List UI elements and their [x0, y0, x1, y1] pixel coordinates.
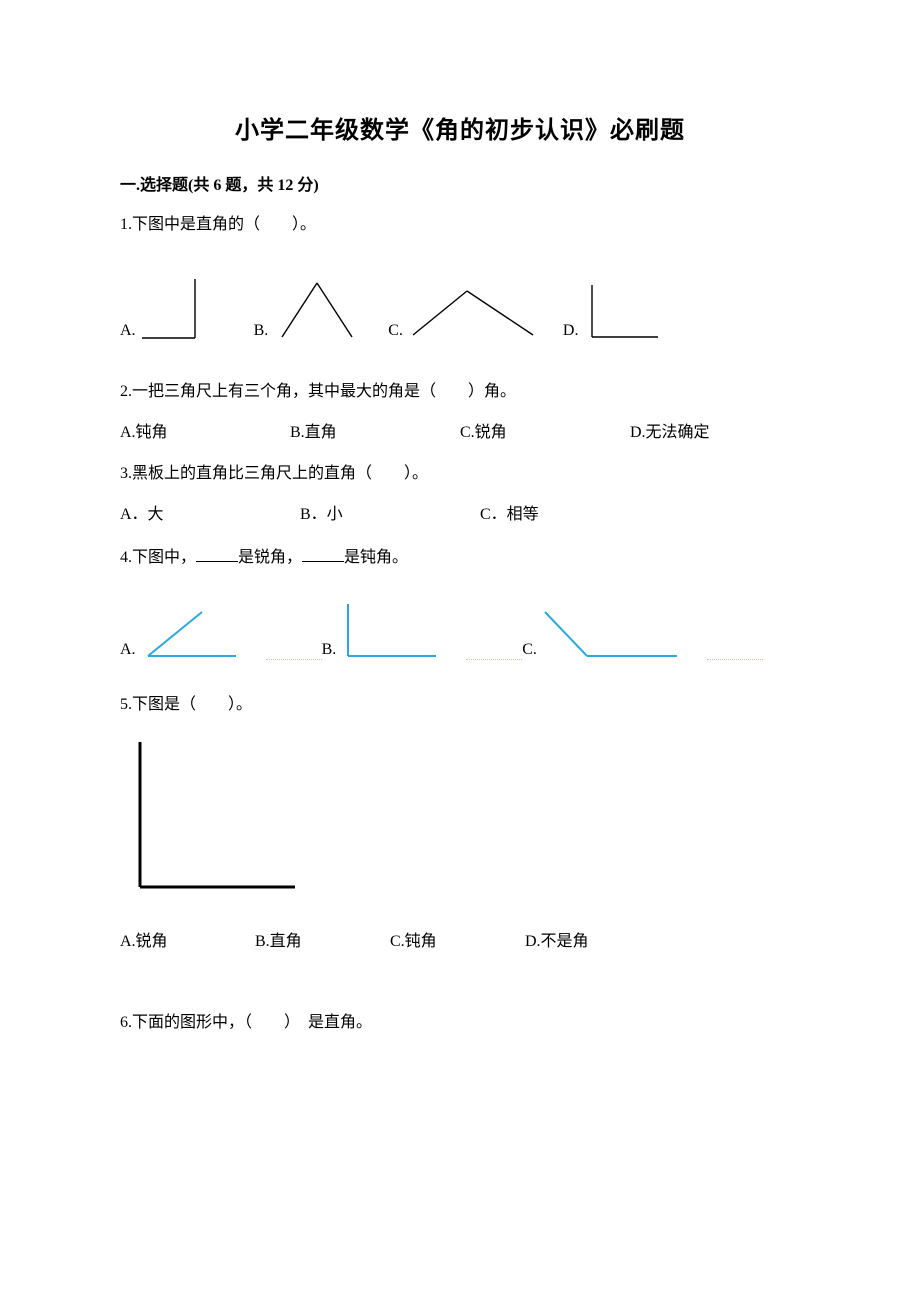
section-header: 一.选择题(共 6 题，共 12 分)	[120, 171, 800, 195]
q5-options: A.锐角 B.直角 C.钝角 D.不是角	[120, 927, 800, 951]
q5-opt-b: B.直角	[255, 927, 390, 951]
dashed-line-icon	[707, 659, 763, 661]
q1-figure-a	[140, 277, 228, 344]
q2-opt-d: D.无法确定	[630, 418, 800, 442]
q4-seg-b: B.	[322, 600, 467, 663]
q5-text: 5.下图是（ ）。	[120, 693, 800, 717]
q4-blank-1	[196, 547, 238, 562]
q1-options: A. B. C. D.	[120, 277, 800, 344]
page: 小学二年级数学《角的初步认识》必刷题 一.选择题(共 6 题，共 12 分) 1…	[0, 0, 920, 1109]
q1-label-b: B.	[254, 322, 269, 344]
q5-opt-d: D.不是角	[525, 927, 660, 951]
q1-label-c: C.	[388, 322, 403, 344]
q3-opt-c: C．相等	[480, 500, 660, 524]
q1-figure-b	[272, 279, 362, 344]
q3-options: A．大 B．小 C．相等	[120, 500, 800, 524]
q5-opt-c: C.钝角	[390, 927, 525, 951]
q4-label-a: A.	[120, 641, 136, 663]
dashed-line-icon	[266, 659, 322, 661]
q4-text-suffix: 是钝角。	[344, 549, 408, 566]
q4-text: 4.下图中， 是锐角， 是钝角。	[120, 546, 800, 570]
q6-text: 6.下面的图形中，（ ） 是直角。	[120, 1011, 800, 1035]
dashed-line-icon	[466, 659, 522, 661]
q5-figure	[120, 737, 800, 897]
q4-blank-2	[302, 547, 344, 562]
q5-opt-a: A.锐角	[120, 927, 255, 951]
q3-opt-b: B．小	[300, 500, 480, 524]
q1-label-d: D.	[563, 322, 579, 344]
q4-figure-b	[340, 600, 440, 663]
q1-figure-d	[582, 283, 662, 344]
q4-text-prefix: 4.下图中，	[120, 549, 196, 566]
q4-figure-c	[541, 606, 681, 663]
q4-label-b: B.	[322, 641, 337, 663]
q2-opt-b: B.直角	[290, 418, 460, 442]
q3-text: 3.黑板上的直角比三角尺上的直角（ ）。	[120, 462, 800, 486]
q2-opt-a: A.钝角	[120, 418, 290, 442]
q2-text: 2.一把三角尺上有三个角，其中最大的角是（ ）角。	[120, 380, 800, 404]
page-title: 小学二年级数学《角的初步认识》必刷题	[120, 110, 800, 145]
q1-label-a: A.	[120, 322, 136, 344]
q2-opt-c: C.锐角	[460, 418, 630, 442]
q4-seg-c: C.	[522, 606, 707, 663]
q4-label-c: C.	[522, 641, 537, 663]
q1-figure-c	[407, 287, 537, 344]
q4-options: A. B. C.	[120, 600, 840, 663]
q4-figure-a	[140, 606, 240, 663]
q4-text-mid: 是锐角，	[238, 549, 302, 566]
q1-text: 1.下图中是直角的（ ）。	[120, 213, 800, 237]
q3-opt-a: A．大	[120, 500, 300, 524]
q2-options: A.钝角 B.直角 C.锐角 D.无法确定	[120, 418, 800, 442]
q4-seg-a: A.	[120, 606, 266, 663]
